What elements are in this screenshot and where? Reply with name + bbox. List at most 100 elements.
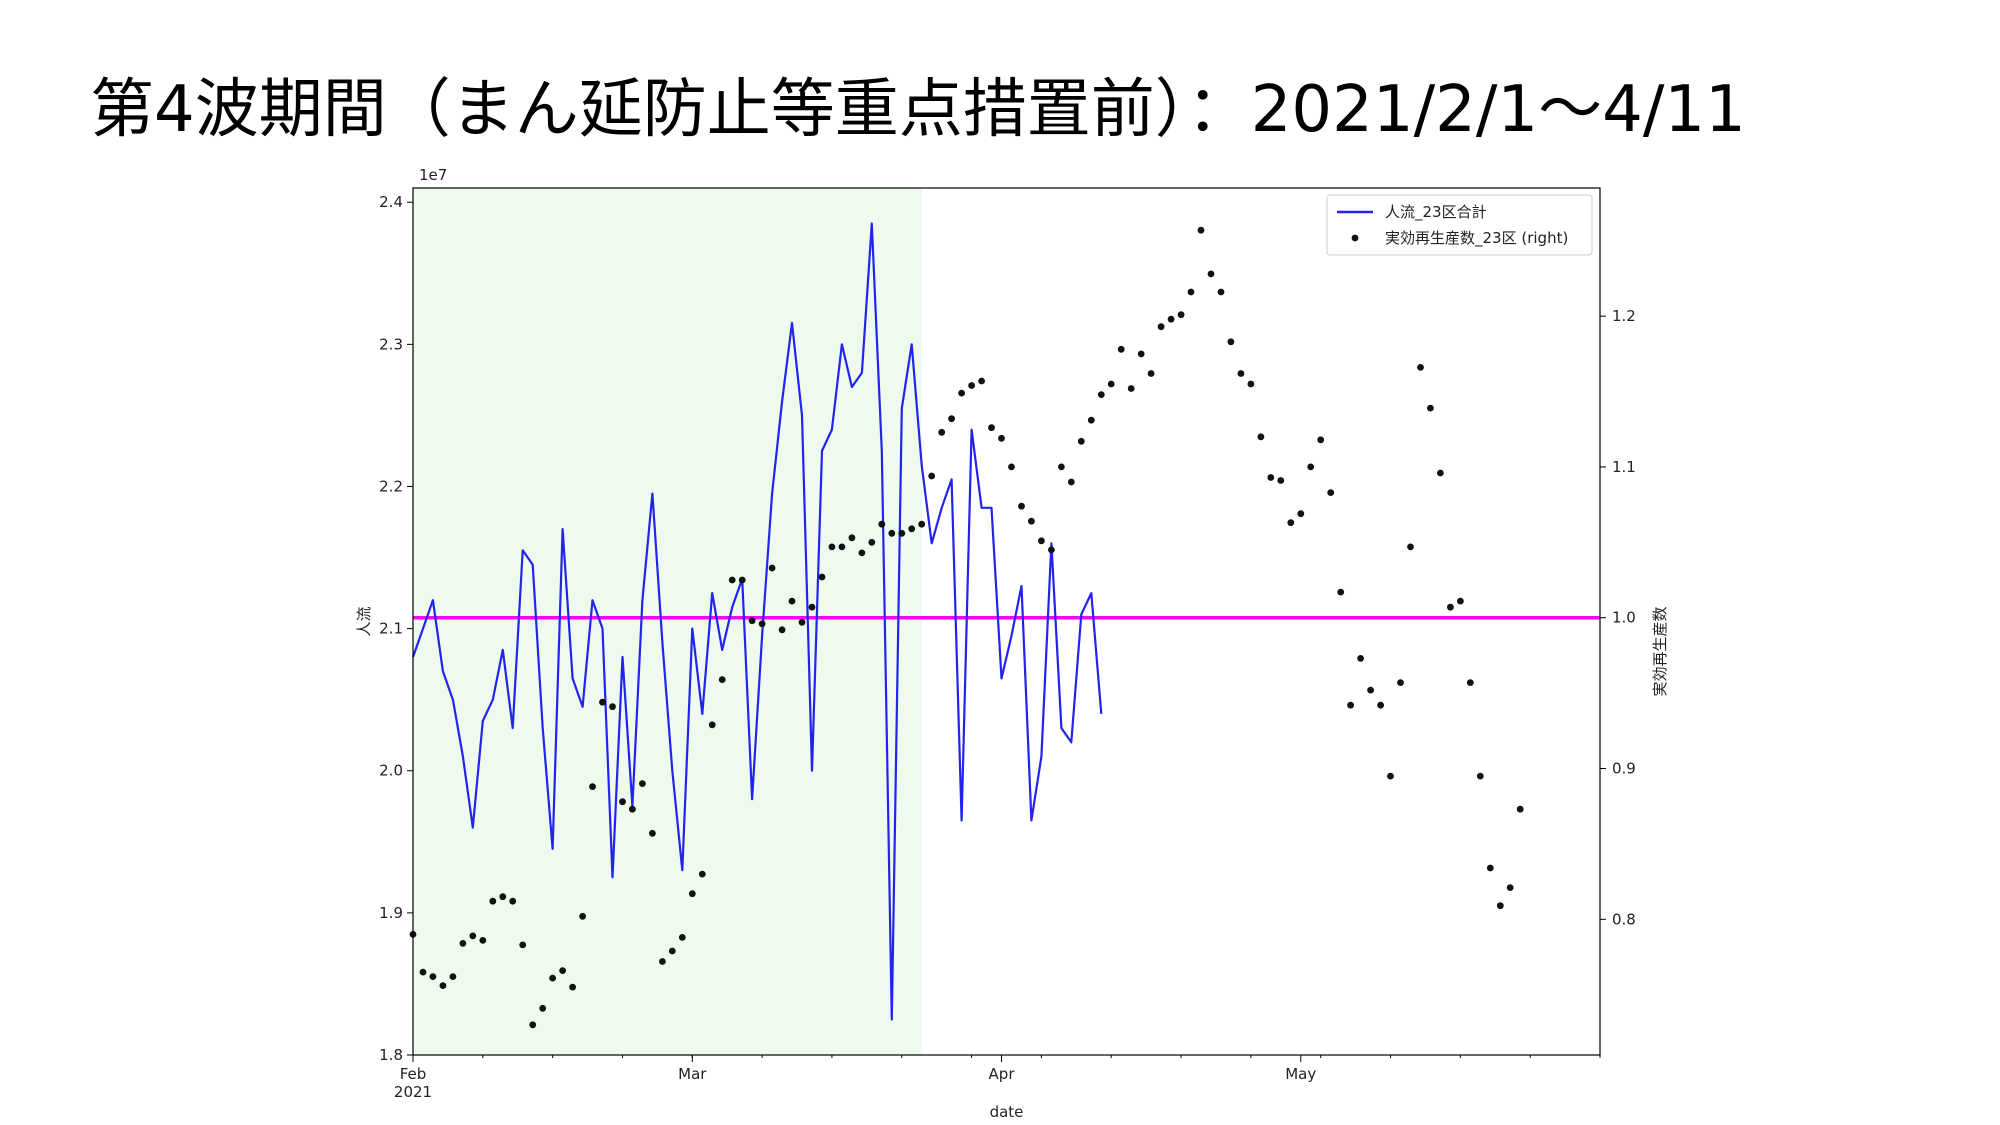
y-left-axis-label: 人流 bbox=[355, 606, 373, 636]
scatter-point bbox=[1357, 655, 1364, 662]
scatter-point bbox=[519, 941, 527, 949]
scatter-point bbox=[1496, 902, 1504, 910]
scatter-point bbox=[788, 597, 796, 605]
scatter-point bbox=[1137, 350, 1145, 358]
scatter-point bbox=[609, 703, 616, 711]
scatter-point bbox=[858, 549, 866, 557]
scatter-point bbox=[868, 538, 876, 546]
legend-dot-swatch bbox=[1351, 234, 1359, 242]
scatter-point bbox=[688, 890, 696, 898]
scatter-point bbox=[1097, 391, 1105, 398]
scatter-point bbox=[718, 676, 726, 683]
scatter-point bbox=[918, 520, 926, 528]
scatter-point bbox=[678, 934, 686, 941]
scatter-point bbox=[1277, 477, 1285, 484]
scatter-point bbox=[1387, 772, 1394, 780]
scatter-point bbox=[1058, 463, 1065, 471]
y-right-tick-label: 0.9 bbox=[1612, 760, 1636, 778]
y-left-scale-label: 1e7 bbox=[419, 166, 447, 184]
scatter-point bbox=[778, 626, 786, 634]
y-right-tick-label: 1.0 bbox=[1612, 609, 1636, 627]
scatter-point bbox=[1506, 884, 1514, 891]
y-left-tick-label: 1.8 bbox=[379, 1046, 403, 1064]
scatter-point bbox=[469, 932, 477, 940]
x-tick-sublabel: 2021 bbox=[394, 1083, 432, 1101]
y-right-tick-label: 1.2 bbox=[1612, 307, 1636, 325]
scatter-point bbox=[948, 415, 955, 423]
y-left-tick-label: 2.2 bbox=[379, 477, 403, 495]
scatter-point bbox=[828, 543, 836, 551]
legend-label-0: 人流_23区合計 bbox=[1385, 203, 1487, 222]
scatter-point bbox=[878, 520, 886, 528]
scatter-point bbox=[1476, 772, 1484, 780]
scatter-point bbox=[798, 618, 806, 626]
y-right-tick-label: 1.1 bbox=[1612, 458, 1636, 476]
scatter-point bbox=[1297, 510, 1305, 518]
scatter-point bbox=[848, 534, 856, 542]
scatter-point bbox=[479, 937, 487, 944]
scatter-point bbox=[1077, 437, 1085, 445]
scatter-point bbox=[1048, 546, 1055, 554]
scatter-point bbox=[599, 698, 606, 706]
scatter-point bbox=[639, 780, 646, 787]
scatter-point bbox=[748, 617, 756, 625]
scatter-point bbox=[708, 721, 716, 729]
x-tick-label: Apr bbox=[989, 1065, 1016, 1083]
scatter-point bbox=[1427, 404, 1434, 412]
y-left-tick-label: 2.3 bbox=[379, 335, 403, 353]
scatter-point bbox=[888, 529, 896, 537]
scatter-point bbox=[1407, 543, 1414, 551]
scatter-point bbox=[1287, 519, 1295, 527]
legend-box bbox=[1326, 194, 1593, 256]
scatter-point bbox=[1486, 864, 1494, 872]
scatter-point bbox=[1127, 385, 1135, 392]
scatter-point bbox=[1337, 588, 1345, 596]
scatter-point bbox=[1466, 679, 1474, 686]
scatter-point bbox=[838, 543, 846, 551]
scatter-point bbox=[1437, 469, 1444, 477]
scatter-point bbox=[1367, 686, 1374, 694]
scatter-point bbox=[818, 573, 826, 581]
scatter-point bbox=[589, 783, 596, 790]
scatter-point bbox=[978, 377, 985, 385]
scatter-point bbox=[1018, 502, 1025, 510]
scatter-point bbox=[1157, 323, 1165, 331]
plot-frame bbox=[412, 187, 1601, 1056]
scatter-point bbox=[1307, 463, 1315, 471]
y-left-tick-label: 2.1 bbox=[379, 620, 403, 638]
scatter-point bbox=[1237, 370, 1245, 377]
y-left-tick-label: 1.9 bbox=[379, 904, 403, 922]
scatter-point bbox=[668, 947, 676, 955]
scatter-point bbox=[549, 974, 556, 982]
scatter-point bbox=[1087, 416, 1095, 424]
scatter-point bbox=[1187, 288, 1195, 296]
scatter-point bbox=[559, 967, 566, 974]
scatter-point bbox=[808, 603, 816, 611]
scatter-point bbox=[579, 912, 586, 920]
scatter-point bbox=[1197, 226, 1205, 234]
scatter-point bbox=[1227, 338, 1235, 346]
scatter-point bbox=[419, 968, 427, 976]
scatter-point bbox=[1267, 474, 1275, 481]
scatter-point bbox=[1147, 370, 1155, 377]
scatter-point bbox=[1117, 345, 1125, 353]
scatter-point bbox=[1177, 311, 1185, 319]
scatter-point bbox=[1417, 364, 1424, 371]
scatter-point bbox=[1397, 679, 1404, 686]
x-tick-label: Feb bbox=[400, 1065, 427, 1083]
scatter-point bbox=[1516, 805, 1524, 813]
scatter-point bbox=[619, 798, 626, 806]
scatter-point bbox=[1457, 597, 1464, 605]
y-left-tick-label: 2.0 bbox=[379, 762, 403, 780]
legend-label-1: 実効再生産数_23区 (right) bbox=[1385, 229, 1568, 248]
scatter-point bbox=[1347, 701, 1354, 709]
scatter-point bbox=[569, 983, 576, 991]
highlight-band bbox=[413, 188, 922, 1055]
scatter-point bbox=[529, 1021, 537, 1029]
scatter-point bbox=[1107, 380, 1115, 388]
scatter-point bbox=[629, 805, 636, 813]
scatter-point bbox=[1008, 463, 1015, 471]
scatter-point bbox=[928, 472, 936, 480]
scatter-point bbox=[1257, 433, 1265, 441]
